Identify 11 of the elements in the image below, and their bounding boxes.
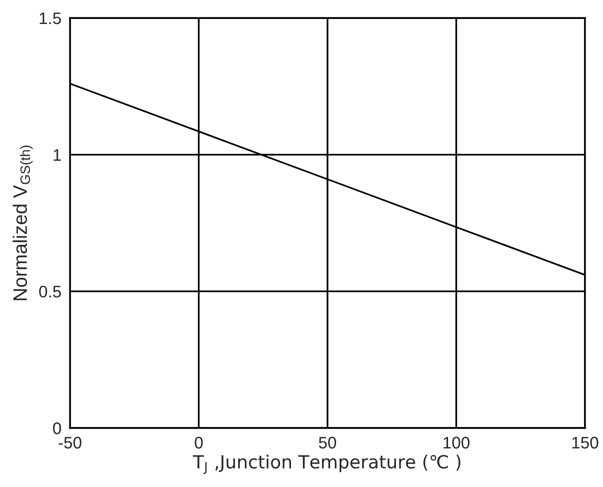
y-tick-label: 1: [54, 149, 61, 161]
x-tick-label: 100: [444, 436, 470, 449]
y-tick-label: 1.5: [40, 12, 61, 24]
y-tick-label: 0: [53, 422, 62, 434]
x-tick-label: 50: [318, 436, 336, 449]
x-tick-label: 150: [572, 436, 598, 449]
x-tick-label: -50: [58, 436, 82, 449]
y-tick-label: 0.5: [39, 286, 61, 298]
x-axis-title: T$_{J}$ ,Junction Temperature (℃ ): [192, 454, 460, 474]
y-axis-title: Normalized V$_{GS(th)}$: [12, 146, 33, 300]
x-tick-label: 0: [194, 436, 203, 449]
